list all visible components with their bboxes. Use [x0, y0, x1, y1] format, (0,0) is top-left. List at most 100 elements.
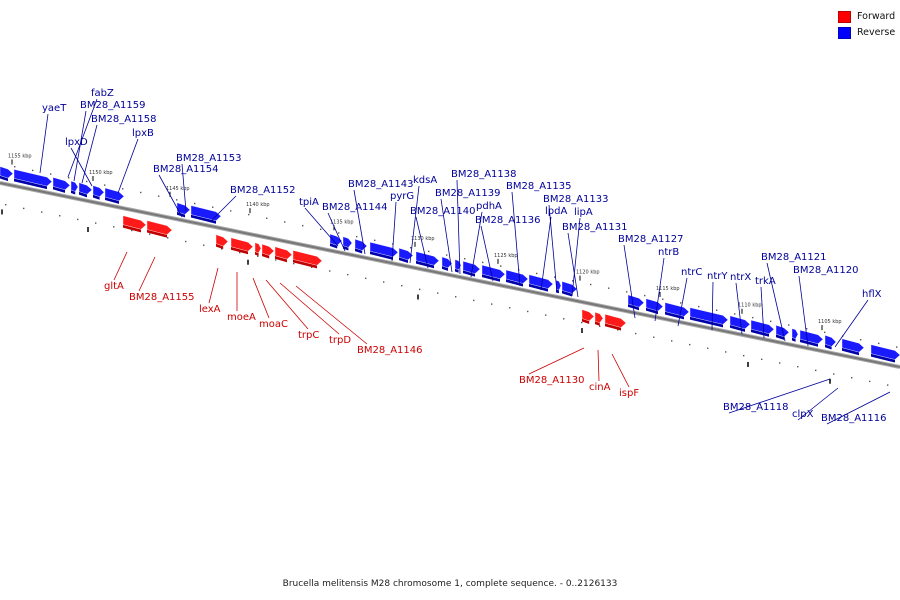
- gene-label-trpC[interactable]: trpC: [298, 330, 319, 341]
- leader-line: [826, 391, 891, 425]
- gene-label-ispF[interactable]: ispF: [619, 388, 639, 399]
- gene-arrow: [528, 274, 554, 289]
- gene-BM28_A1152[interactable]: [190, 205, 222, 224]
- gene-BM28_A1139[interactable]: [441, 256, 453, 271]
- gene-BM28_A1127[interactable]: [645, 298, 664, 315]
- gene-BM28_A1140[interactable]: [415, 251, 440, 269]
- gene-label-trkA[interactable]: trkA: [755, 276, 776, 287]
- gene-label-lexA[interactable]: lexA: [199, 304, 221, 315]
- gene-cinA[interactable]: [594, 311, 604, 326]
- gene-label-BM28_A1152[interactable]: BM28_A1152: [230, 185, 296, 196]
- gene-label-cinA[interactable]: cinA: [589, 382, 611, 393]
- gene-label-lpxB[interactable]: lpxB: [132, 128, 154, 139]
- leader-line: [39, 113, 49, 174]
- gene-BM28_A1153[interactable]: [104, 187, 125, 204]
- gene-BM28_A1118[interactable]: [841, 338, 865, 356]
- minor-dot: [320, 228, 322, 230]
- gene-label-BM28_A1155[interactable]: BM28_A1155: [129, 292, 195, 303]
- gene-BM28_A1143[interactable]: [354, 238, 368, 254]
- gene-label-moaC[interactable]: moaC: [259, 319, 288, 330]
- gene-BM28_A1136[interactable]: [481, 264, 506, 282]
- gene-label-kdsA[interactable]: kdsA: [413, 175, 437, 186]
- gene-label-BM28_A1144[interactable]: BM28_A1144: [322, 202, 388, 213]
- gene-moaC[interactable]: [254, 242, 262, 256]
- gene-label-BM28_A1146[interactable]: BM28_A1146: [357, 345, 423, 356]
- gene-clpX[interactable]: [870, 344, 900, 363]
- gene-label-BM28_A1153[interactable]: BM28_A1153: [176, 153, 242, 164]
- gene-ntrB[interactable]: [664, 302, 690, 320]
- gene-label-hflX[interactable]: hflX: [862, 289, 882, 300]
- gene-lexA[interactable]: [215, 234, 229, 250]
- minor-dot: [446, 254, 448, 256]
- gene-lpxB[interactable]: [92, 185, 105, 200]
- gene-BM28_A1131[interactable]: [627, 294, 645, 311]
- minor-dot: [698, 305, 700, 308]
- gene-label-BM28_A1154[interactable]: BM28_A1154: [153, 164, 219, 175]
- leader-line: [654, 257, 665, 322]
- gene-label-BM28_A1116[interactable]: BM28_A1116: [821, 413, 887, 424]
- gene-label-BM28_A1130[interactable]: BM28_A1130: [519, 375, 585, 386]
- gene-lpxD[interactable]: [78, 182, 93, 198]
- gene-BM28_A1135[interactable]: [505, 269, 529, 287]
- leader-line: [70, 147, 93, 187]
- leader-line: [611, 353, 630, 388]
- gene-tpiA[interactable]: [329, 233, 343, 249]
- gene-label-BM28_A1133[interactable]: BM28_A1133: [543, 194, 609, 205]
- gene-trpC[interactable]: [261, 243, 275, 259]
- gene-label-BM28_A1121[interactable]: BM28_A1121: [761, 252, 827, 263]
- gene-label-BM28_A1159[interactable]: BM28_A1159: [80, 100, 146, 111]
- gene-trkA[interactable]: [775, 324, 790, 340]
- gene-BM28_A1130[interactable]: [581, 309, 595, 324]
- gene-label-pyrG[interactable]: pyrG: [390, 191, 414, 202]
- gene-ntrX[interactable]: [750, 319, 775, 337]
- gene-label-BM28_A1118[interactable]: BM28_A1118: [723, 402, 789, 413]
- gene-label-gltA[interactable]: gltA: [104, 281, 124, 292]
- gene-BM28_A1121[interactable]: [791, 328, 799, 342]
- gene-label-pdhA[interactable]: pdhA: [476, 201, 502, 212]
- gene-label-tpiA[interactable]: tpiA: [299, 197, 319, 208]
- gene-BM28_A1155[interactable]: [146, 220, 173, 238]
- gene-label-trpD[interactable]: trpD: [329, 335, 351, 346]
- gene-BM28_A1144[interactable]: [342, 236, 353, 251]
- gene-BM28_A1146[interactable]: [292, 250, 323, 269]
- gene-fabZ[interactable]: [13, 169, 53, 190]
- gene-BM28_A1159[interactable]: [52, 177, 71, 193]
- gene-label-BM28_A1139[interactable]: BM28_A1139: [435, 188, 501, 199]
- gene-label-yaeT[interactable]: yaeT: [42, 103, 67, 114]
- gene-ntrC[interactable]: [689, 307, 729, 328]
- gene-label-BM28_A1127[interactable]: BM28_A1127: [618, 234, 684, 245]
- gene-label-BM28_A1143[interactable]: BM28_A1143: [348, 179, 414, 190]
- minor-dot: [131, 229, 133, 232]
- gene-BM28_A1154[interactable]: [176, 202, 191, 218]
- gene-label-ntrB[interactable]: ntrB: [658, 247, 679, 258]
- gene-yaeT[interactable]: [0, 166, 14, 182]
- gene-BM28_A1158[interactable]: [70, 180, 79, 195]
- gene-hflX[interactable]: [824, 334, 837, 350]
- gene-lipA[interactable]: [561, 281, 578, 297]
- gene-label-BM28_A1138[interactable]: BM28_A1138: [451, 169, 517, 180]
- minor-dot: [869, 380, 871, 383]
- gene-trpD[interactable]: [274, 246, 293, 263]
- gene-label-fabZ[interactable]: fabZ: [91, 88, 114, 99]
- gene-label-clpX[interactable]: clpX: [792, 409, 814, 420]
- gene-label-ntrC[interactable]: ntrC: [681, 267, 702, 278]
- gene-arrow: [594, 311, 604, 324]
- minor-dot: [752, 316, 754, 319]
- gene-label-BM28_A1120[interactable]: BM28_A1120: [793, 265, 859, 276]
- gene-label-BM28_A1158[interactable]: BM28_A1158: [91, 114, 157, 125]
- gene-label-BM28_A1136[interactable]: BM28_A1136: [475, 215, 541, 226]
- gene-pyrG[interactable]: [369, 241, 399, 260]
- gene-label-lipA[interactable]: lipA: [574, 207, 593, 218]
- gene-moeA[interactable]: [230, 237, 254, 255]
- gene-label-ntrY[interactable]: ntrY: [707, 271, 728, 282]
- gene-BM28_A1120[interactable]: [799, 329, 824, 347]
- gene-label-BM28_A1131[interactable]: BM28_A1131: [562, 222, 628, 233]
- gene-gltA[interactable]: [122, 215, 147, 233]
- gene-label-moeA[interactable]: moeA: [227, 312, 256, 323]
- gene-label-lpxD[interactable]: lpxD: [65, 137, 88, 148]
- gene-lpdA[interactable]: [528, 274, 554, 292]
- gene-ispF[interactable]: [604, 313, 627, 331]
- gene-label-ntrX[interactable]: ntrX: [730, 272, 751, 283]
- gene-label-lpdA[interactable]: lpdA: [545, 206, 567, 217]
- gene-label-BM28_A1135[interactable]: BM28_A1135: [506, 181, 572, 192]
